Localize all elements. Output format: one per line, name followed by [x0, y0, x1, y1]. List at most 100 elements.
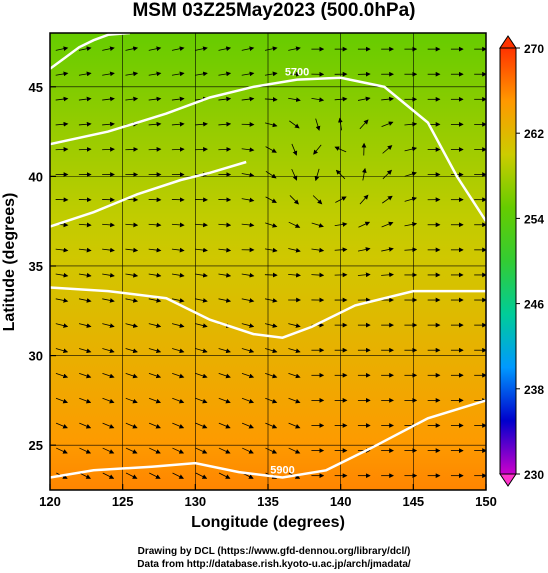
- x-tick-label: 120: [39, 494, 61, 509]
- wind-arrow: [218, 472, 231, 479]
- wind-arrow: [218, 71, 232, 77]
- wind-arrow: [361, 167, 367, 181]
- wind-arrow: [79, 397, 92, 404]
- wind-arrow: [334, 222, 348, 227]
- colorbar-bar: [499, 47, 517, 475]
- wind-arrow: [264, 247, 278, 253]
- wind-arrow: [56, 447, 68, 454]
- wind-arrow: [264, 46, 278, 52]
- wind-arrow: [335, 169, 346, 180]
- wind-arrow: [289, 195, 299, 205]
- wind-arrow: [288, 348, 301, 354]
- wind-arrow: [241, 46, 255, 52]
- wind-arrow: [381, 272, 394, 278]
- wind-arrow: [148, 323, 162, 328]
- wind-arrow: [195, 323, 208, 328]
- wind-arrow: [148, 46, 162, 52]
- wind-arrow: [357, 96, 371, 102]
- colorbar: 230 238 246 254 262 270: [499, 35, 544, 487]
- wind-arrow: [79, 348, 92, 354]
- wind-arrow: [288, 323, 301, 328]
- wind-arrow: [404, 121, 418, 127]
- wind-arrow: [171, 96, 185, 102]
- wind-arrow: [241, 222, 255, 228]
- wind-arrow: [288, 373, 301, 379]
- colorbar-top-arrow: [499, 35, 517, 49]
- wind-arrow: [337, 117, 343, 131]
- wind-arrow: [404, 171, 417, 177]
- colorbar-tick-label: 270: [524, 42, 544, 56]
- chart-title: MSM 03Z25May2023 (500.0hPa): [132, 0, 416, 21]
- wind-arrow: [78, 147, 92, 152]
- height-contours: 5900 5700: [50, 33, 486, 479]
- wind-arrow: [288, 272, 301, 278]
- wind-arrow: [102, 472, 115, 479]
- colorbar-tick-label: 230: [524, 468, 544, 482]
- y-tick-label: 45: [29, 80, 43, 95]
- wind-arrow: [357, 272, 371, 278]
- wind-arrow: [172, 397, 185, 404]
- wind-arrow: [102, 71, 115, 77]
- y-tick-label: 40: [29, 169, 43, 184]
- wind-arrow: [125, 222, 139, 228]
- contour-label: 5900: [270, 464, 294, 476]
- wind-arrow: [291, 143, 298, 156]
- wind-arrow: [148, 422, 161, 429]
- wind-arrow: [218, 96, 232, 102]
- y-tick-label: 25: [29, 438, 43, 453]
- wind-arrow: [102, 121, 115, 127]
- wind-arrow: [102, 247, 115, 253]
- wind-arrow: [102, 447, 115, 454]
- wind-arrow: [171, 222, 185, 228]
- wind-arrow: [359, 119, 369, 130]
- colorbar-tick-label: 246: [524, 298, 544, 312]
- wind-arrow: [334, 96, 348, 102]
- wind-arrow: [148, 121, 162, 127]
- wind-arrow: [195, 447, 208, 454]
- wind-arrow: [404, 196, 417, 202]
- wind-arrow: [241, 172, 255, 178]
- wind-arrow: [195, 247, 208, 253]
- wind-arrow: [125, 422, 138, 429]
- wind-arrow: [195, 272, 208, 278]
- wind-arrow: [288, 422, 301, 429]
- wind-arrow: [195, 147, 208, 152]
- colorbar-bottom-arrow: [499, 473, 517, 487]
- footer-credit-data: Data from http://database.rish.kyoto-u.a…: [137, 559, 411, 570]
- wind-arrow: [79, 373, 92, 379]
- wind-arrow: [102, 147, 115, 152]
- wind-arrow: [125, 272, 139, 278]
- wind-arrow: [265, 222, 278, 228]
- wind-arrow: [195, 397, 208, 404]
- wind-arrow: [195, 298, 208, 303]
- wind-arrow: [78, 298, 92, 303]
- wind-arrow: [218, 222, 232, 228]
- wind-arrow: [288, 397, 301, 404]
- wind-arrow: [172, 373, 185, 379]
- wind-arrow: [55, 272, 69, 278]
- colorbar-tick-label: 238: [524, 383, 544, 397]
- wind-arrow: [404, 247, 418, 253]
- wind-arrow: [102, 272, 115, 278]
- wind-arrow: [218, 348, 231, 354]
- wind-arrow: [218, 447, 231, 454]
- wind-arrow: [125, 147, 139, 152]
- wind-arrow: [288, 247, 301, 253]
- wind-arrow: [102, 422, 115, 429]
- wind-arrow: [312, 195, 323, 205]
- wind-arrow: [171, 323, 185, 328]
- wind-arrow: [265, 170, 277, 179]
- wind-arrow: [125, 447, 138, 454]
- x-tick-label: 130: [184, 494, 206, 509]
- wind-arrow: [313, 144, 322, 155]
- wind-arrow: [55, 46, 69, 52]
- colorbar-tick-label: 254: [524, 212, 544, 226]
- wind-arrow: [265, 348, 278, 354]
- wind-arrow: [148, 71, 162, 77]
- wind-arrow: [125, 397, 138, 404]
- x-tick-label: 145: [402, 494, 424, 509]
- wind-arrow: [404, 222, 418, 227]
- wind-arrow: [171, 121, 185, 127]
- wind-arrow: [218, 298, 232, 303]
